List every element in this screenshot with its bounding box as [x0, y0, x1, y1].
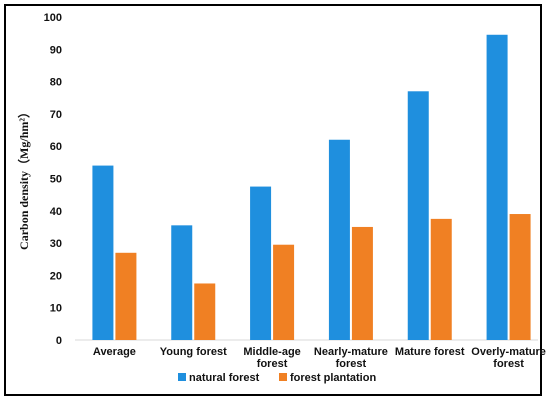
legend-label: forest plantation: [290, 372, 376, 384]
natural-forest-bar: [486, 34, 508, 340]
y-tick-label: 70: [50, 109, 62, 121]
x-category-labels: Average Young forest Middle-ageforestNearl…: [93, 346, 546, 370]
x-category-label: Young forest: [160, 346, 227, 358]
forest-plantation-bar: [509, 214, 531, 340]
legend-swatch-natural-forest: [178, 373, 186, 381]
y-tick-label: 80: [50, 77, 62, 89]
x-category-label: forest: [493, 358, 524, 370]
x-category-label: Average: [93, 346, 136, 358]
natural-forest-bar: [250, 186, 272, 340]
y-axis-label: Carbon density（Mg/hm²）: [16, 106, 31, 250]
x-category-label: Middle-age: [243, 346, 300, 358]
y-tick-label: 40: [50, 206, 62, 218]
y-tick-label: 10: [50, 303, 62, 315]
x-category-label: Nearly-mature: [314, 346, 388, 358]
y-tick-label: 50: [50, 174, 62, 186]
legend-swatch-forest-plantation: [279, 373, 287, 381]
natural-forest-bar: [407, 91, 429, 340]
bars: [92, 34, 531, 340]
natural-forest-bar: [171, 225, 193, 340]
legend-label: natural forest: [189, 372, 260, 384]
x-category-label: forest: [336, 358, 367, 370]
y-tick-label: 90: [50, 44, 62, 56]
forest-plantation-bar: [194, 283, 216, 340]
forest-plantation-bar: [430, 218, 452, 340]
x-category-label: Overly-mature: [471, 346, 546, 358]
y-tick-label: 60: [50, 141, 62, 153]
natural-forest-bar: [328, 139, 350, 340]
y-tick-label: 0: [56, 335, 62, 347]
y-tick-label: 30: [50, 238, 62, 250]
y-tick-label: 100: [44, 12, 62, 24]
y-tick-labels: 0 10 20 30 40 50 60 70 80 90 100: [44, 12, 62, 347]
forest-plantation-bar: [273, 244, 295, 340]
natural-forest-bar: [92, 165, 114, 340]
x-category-label: forest: [257, 358, 288, 370]
forest-plantation-bar: [115, 252, 137, 340]
forest-plantation-bar: [351, 226, 373, 340]
legend: natural forest forest plantation: [178, 372, 376, 384]
x-category-label: Mature forest: [395, 346, 465, 358]
y-tick-label: 20: [50, 270, 62, 282]
